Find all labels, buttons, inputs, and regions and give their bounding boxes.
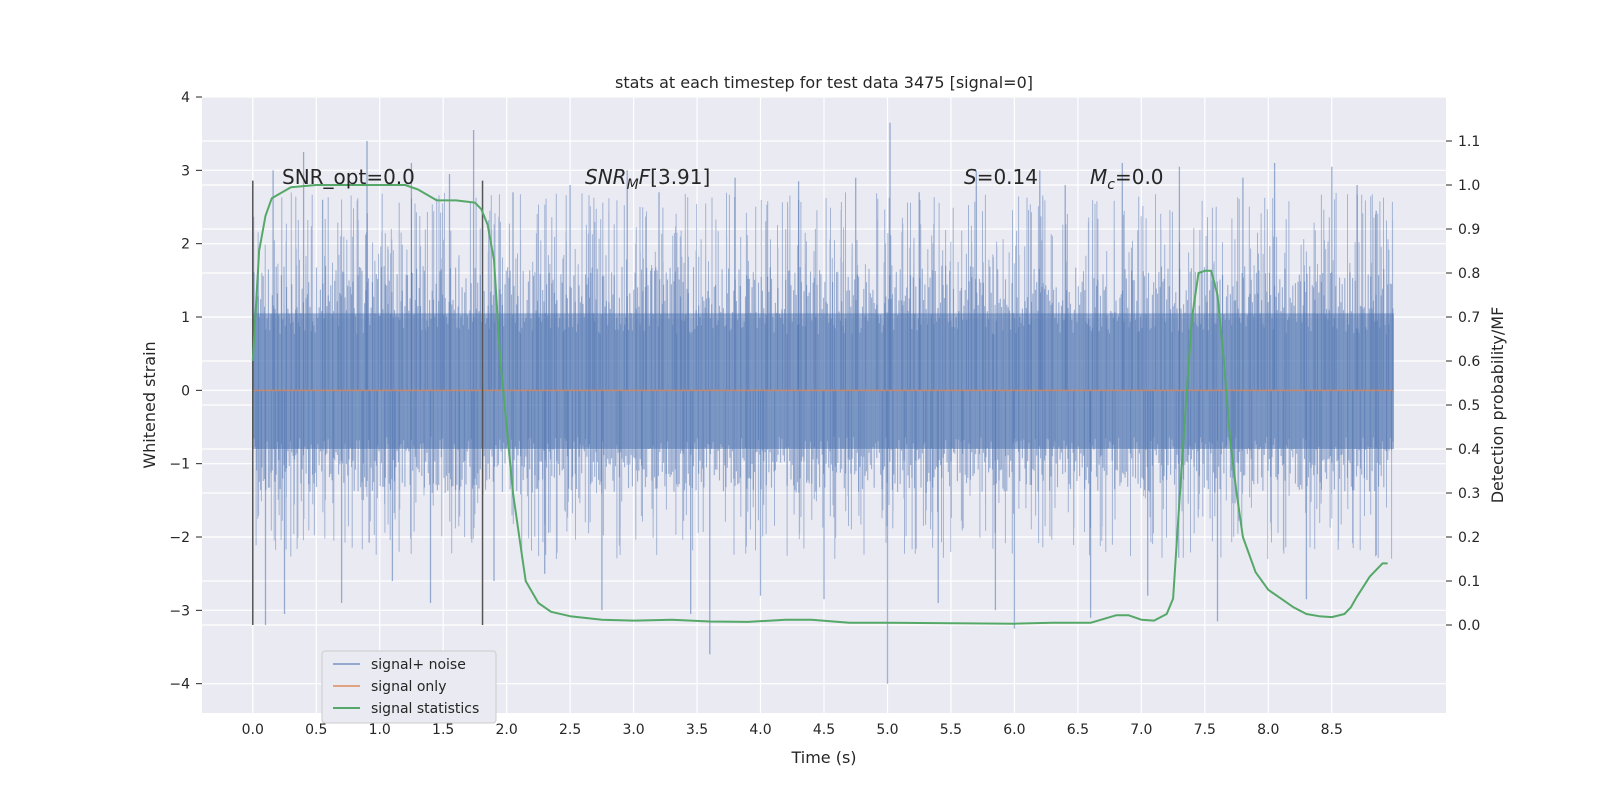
signal-noise-series xyxy=(252,122,1394,684)
x-tick-label: 2.0 xyxy=(496,722,518,738)
y2-tick-label: 0.3 xyxy=(1458,486,1480,502)
y-tick-label: −2 xyxy=(169,530,190,546)
x-tick-label: 4.0 xyxy=(749,722,771,738)
noise-spikes xyxy=(253,192,1394,559)
mc-annotation: Mc=0.0 xyxy=(1090,165,1164,193)
legend-label-signal-noise: signal+ noise xyxy=(371,657,466,673)
x-tick-label: 3.0 xyxy=(622,722,644,738)
x-tick-label: 3.5 xyxy=(686,722,708,738)
x-tick-label: 6.0 xyxy=(1003,722,1025,738)
x-tick-label: 8.0 xyxy=(1257,722,1279,738)
y2-tick-label: 1.1 xyxy=(1458,134,1480,150)
x-tick-label: 5.0 xyxy=(876,722,898,738)
y2-axis-ticks: 1.1 1.0 0.9 0.8 0.7 0.6 0.5 0.4 0.3 0.2 0.1 0.0 xyxy=(1446,134,1480,634)
y2-tick-label: 0.9 xyxy=(1458,222,1480,238)
y2-tick-label: 0.4 xyxy=(1458,442,1480,458)
y-tick-label: −1 xyxy=(169,457,190,473)
y-axis-label: Whitened strain xyxy=(140,341,159,468)
snr-opt-annotation: SNR_opt=0.0 xyxy=(282,165,415,189)
y-tick-label: −4 xyxy=(169,677,190,693)
y2-tick-label: 0.6 xyxy=(1458,354,1480,370)
legend: signal+ noise signal only signal statist… xyxy=(321,650,497,724)
legend-label-signal-statistics: signal statistics xyxy=(371,701,479,717)
y-tick-label: 4 xyxy=(181,90,190,106)
x-tick-label: 7.5 xyxy=(1194,722,1216,738)
chart-title: stats at each timestep for test data 347… xyxy=(615,73,1033,92)
x-tick-label: 2.5 xyxy=(559,722,581,738)
y-tick-label: −3 xyxy=(169,603,190,619)
y2-tick-label: 0.7 xyxy=(1458,310,1480,326)
y-tick-label: 3 xyxy=(181,163,190,179)
x-tick-label: 7.0 xyxy=(1130,722,1152,738)
s-annotation: S=0.14 xyxy=(964,165,1038,189)
y-tick-label: 1 xyxy=(181,310,190,326)
x-tick-label: 4.5 xyxy=(813,722,835,738)
x-axis-label: Time (s) xyxy=(790,748,856,767)
y-axis-ticks: 4 3 2 1 0 −1 −2 −3 −4 xyxy=(169,90,202,693)
x-tick-label: 1.5 xyxy=(432,722,454,738)
x-tick-label: 1.0 xyxy=(369,722,391,738)
x-tick-label: 5.5 xyxy=(940,722,962,738)
vertical-markers xyxy=(252,180,484,625)
y2-tick-label: 0.2 xyxy=(1458,530,1480,546)
y2-tick-label: 0.1 xyxy=(1458,574,1480,590)
y2-axis-label: Detection probability/MF xyxy=(1488,307,1507,504)
signal-statistics-series xyxy=(251,184,1388,625)
x-tick-label: 8.5 xyxy=(1321,722,1343,738)
legend-label-signal-only: signal only xyxy=(371,679,446,695)
x-axis-ticks: 0.0 0.5 1.0 1.5 2.0 2.5 3.0 3.5 4.0 4.5 5.0 5.5 6.0 6… xyxy=(242,722,1343,738)
y2-tick-label: 1.0 xyxy=(1458,178,1480,194)
y2-tick-label: 0.8 xyxy=(1458,266,1480,282)
x-tick-label: 0.0 xyxy=(242,722,264,738)
noise-peaks xyxy=(264,122,1377,684)
legend-box xyxy=(321,650,497,724)
y-tick-label: 0 xyxy=(181,383,190,399)
y-tick-label: 2 xyxy=(181,237,190,253)
snr-mf-annotation: SNRMF[3.91] xyxy=(585,165,710,193)
x-tick-label: 6.5 xyxy=(1067,722,1089,738)
signal-statistics-line xyxy=(251,184,1388,625)
y2-tick-label: 0.5 xyxy=(1458,398,1480,414)
x-tick-label: 0.5 xyxy=(305,722,327,738)
y2-tick-label: 0.0 xyxy=(1458,618,1480,634)
